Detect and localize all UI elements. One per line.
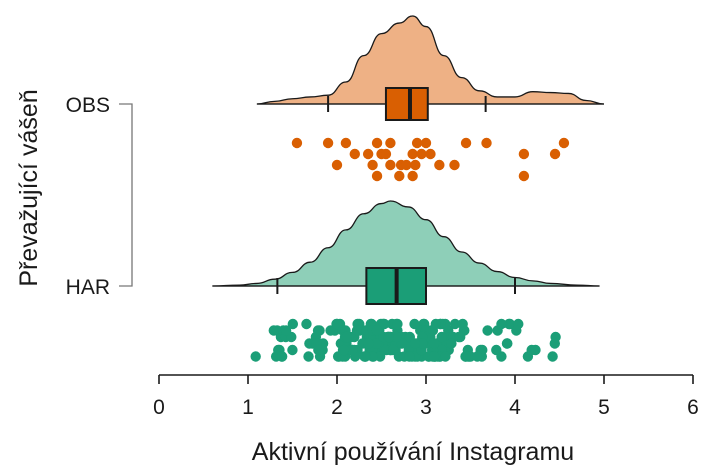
box-obs	[384, 87, 429, 121]
point-har-137	[440, 351, 451, 362]
point-obs-0	[291, 137, 303, 149]
point-obs-28	[394, 170, 405, 182]
point-har-194	[314, 325, 325, 336]
y-axis-title: Převažující vášeň	[15, 89, 43, 286]
point-har-215	[511, 325, 522, 336]
point-har-206	[446, 338, 457, 349]
point-har-145	[351, 325, 363, 336]
point-har-192	[428, 351, 440, 362]
point-har-180	[338, 344, 350, 356]
point-har-205	[409, 338, 421, 349]
point-har-199	[363, 338, 374, 349]
point-obs-13	[380, 148, 392, 160]
point-har-196	[430, 318, 442, 330]
point-har-209	[503, 318, 515, 330]
point-obs-10	[349, 148, 360, 160]
density-clouds	[212, 15, 605, 287]
point-obs-15	[416, 148, 427, 160]
point-obs-25	[434, 159, 445, 171]
density-cloud-obs	[256, 15, 605, 105]
point-har-8	[449, 318, 461, 330]
x-tick-label-1: 1	[242, 396, 254, 419]
y-axis-bracket: OBS HAR	[66, 94, 133, 299]
point-obs-14	[407, 148, 418, 160]
point-obs-30	[518, 170, 530, 182]
x-axis: 0 1 2 3 4 5 6	[153, 374, 699, 419]
point-obs-9	[558, 137, 570, 149]
point-har-178	[428, 338, 440, 349]
point-har-217	[530, 344, 541, 356]
point-har-165	[276, 351, 288, 362]
x-axis-title: Aktivní používání Instagramu	[252, 438, 574, 466]
point-har-207	[341, 331, 353, 343]
x-tick-label-5: 5	[598, 396, 610, 419]
point-har-216	[550, 331, 561, 343]
point-obs-7	[460, 137, 472, 149]
point-obs-24	[410, 159, 421, 171]
point-har-218	[496, 318, 507, 330]
point-har-198	[371, 325, 383, 336]
point-obs-3	[371, 137, 383, 149]
point-har-162	[374, 351, 386, 362]
density-cloud-har	[212, 200, 600, 287]
point-obs-29	[407, 170, 418, 182]
x-tick-label-4: 4	[509, 396, 521, 419]
point-har-146	[392, 318, 403, 330]
point-obs-6	[420, 137, 432, 149]
x-tick-label-6: 6	[687, 396, 699, 419]
point-har-202	[416, 338, 428, 349]
category-bracket	[119, 103, 133, 287]
point-har-197	[404, 351, 415, 362]
point-har-106	[455, 331, 466, 343]
point-har-187	[379, 318, 390, 330]
category-label-obs: OBS	[66, 94, 110, 117]
point-har-177	[287, 344, 298, 356]
point-obs-21	[385, 159, 396, 171]
point-har-173	[409, 318, 420, 330]
point-obs-11	[362, 148, 374, 160]
x-tick-label-0: 0	[153, 396, 165, 419]
point-har-69	[502, 338, 513, 349]
point-har-208	[359, 351, 370, 362]
point-har-143	[472, 351, 483, 362]
point-har-188	[460, 351, 471, 362]
x-tick-label-3: 3	[420, 396, 432, 419]
point-har-203	[391, 331, 402, 343]
boxplots	[276, 87, 516, 305]
point-obs-19	[331, 159, 343, 171]
point-obs-23	[401, 159, 412, 171]
point-har-7	[268, 325, 280, 336]
point-obs-8	[481, 137, 492, 149]
point-obs-16	[425, 148, 436, 160]
point-har-3	[250, 351, 261, 362]
point-obs-2	[340, 137, 352, 149]
point-har-189	[371, 338, 382, 349]
point-har-161	[301, 318, 312, 330]
point-obs-4	[385, 137, 396, 149]
point-har-219	[482, 325, 493, 336]
point-har-185	[491, 344, 502, 356]
point-obs-17	[518, 148, 530, 160]
point-har-204	[383, 331, 395, 343]
point-obs-1	[322, 137, 334, 149]
point-har-126	[388, 344, 399, 356]
point-har-163	[347, 344, 358, 356]
point-obs-27	[371, 170, 383, 182]
point-obs-5	[411, 137, 423, 149]
point-obs-26	[449, 159, 460, 171]
point-har-172	[303, 351, 314, 362]
category-label-har: HAR	[66, 276, 110, 299]
point-har-159	[457, 318, 468, 330]
raw-data-points	[250, 137, 570, 362]
point-har-211	[547, 351, 558, 362]
point-obs-18	[549, 148, 561, 160]
point-har-179	[280, 325, 292, 336]
point-har-168	[313, 344, 324, 356]
point-har-122	[436, 331, 447, 343]
point-har-105	[287, 318, 299, 330]
point-obs-20	[367, 159, 378, 171]
x-tick-label-2: 2	[331, 396, 343, 419]
